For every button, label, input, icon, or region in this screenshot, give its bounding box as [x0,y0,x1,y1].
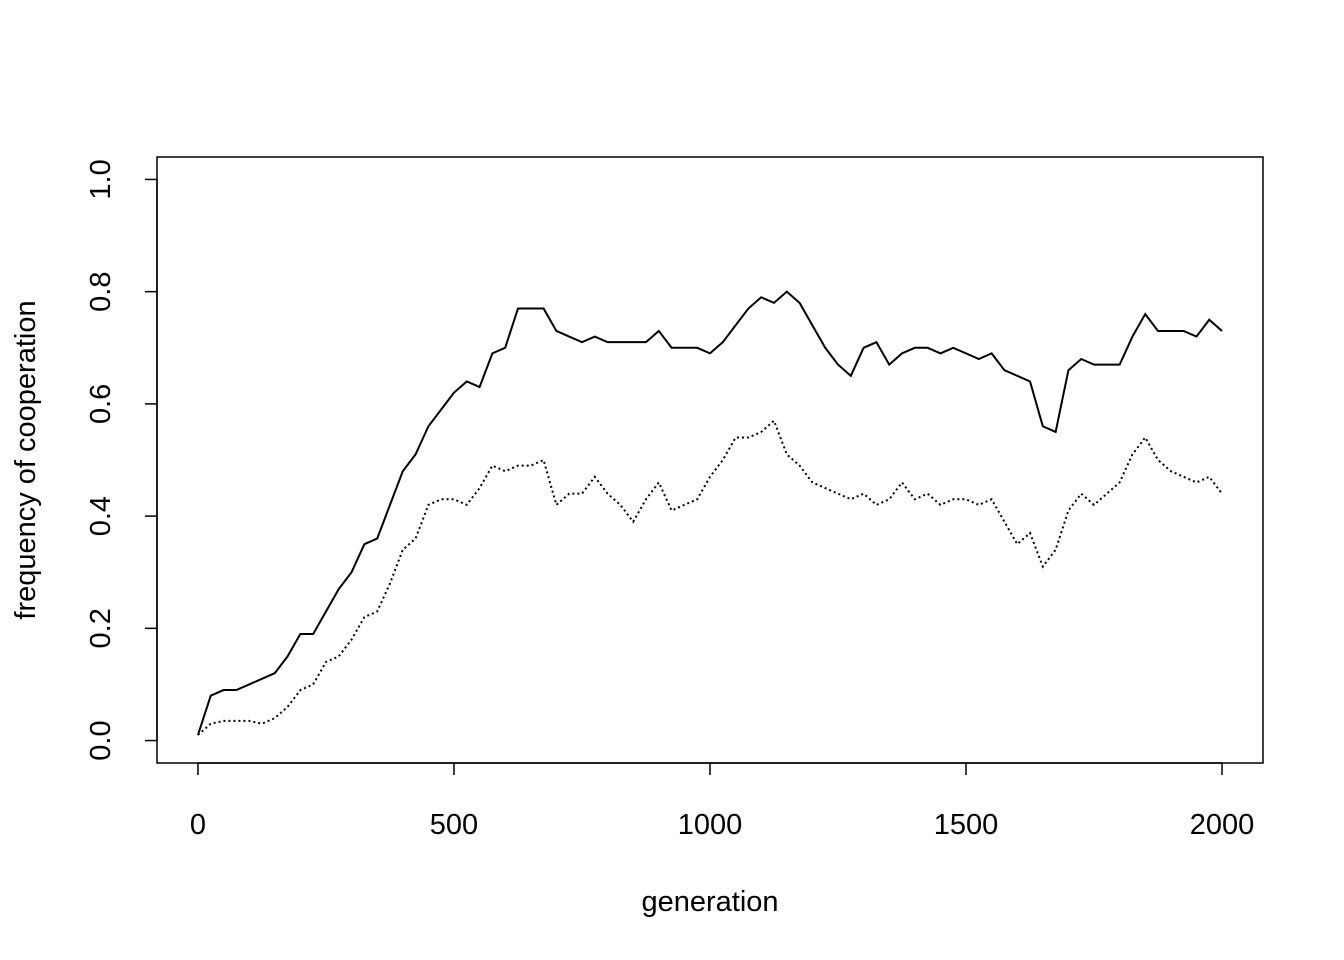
plot-frame [156,156,1264,764]
x-tick-label: 2000 [1190,809,1255,841]
y-tick-label: 0.2 [85,608,117,648]
x-tick-label: 500 [430,809,478,841]
series-line [197,290,1223,736]
y-tick-label: 0.8 [85,272,117,312]
y-tick-label: 0.6 [85,384,117,424]
series-line [197,419,1223,736]
x-axis-label: generation [641,886,778,918]
x-tick-label: 0 [190,809,206,841]
y-tick-label: 0.0 [85,720,117,760]
y-axis-label: frequency of cooperation [10,300,42,619]
x-tick-label: 1500 [934,809,999,841]
y-tick-label: 1.0 [85,159,117,199]
x-tick-label: 1000 [678,809,743,841]
y-tick-label: 0.4 [85,496,117,536]
